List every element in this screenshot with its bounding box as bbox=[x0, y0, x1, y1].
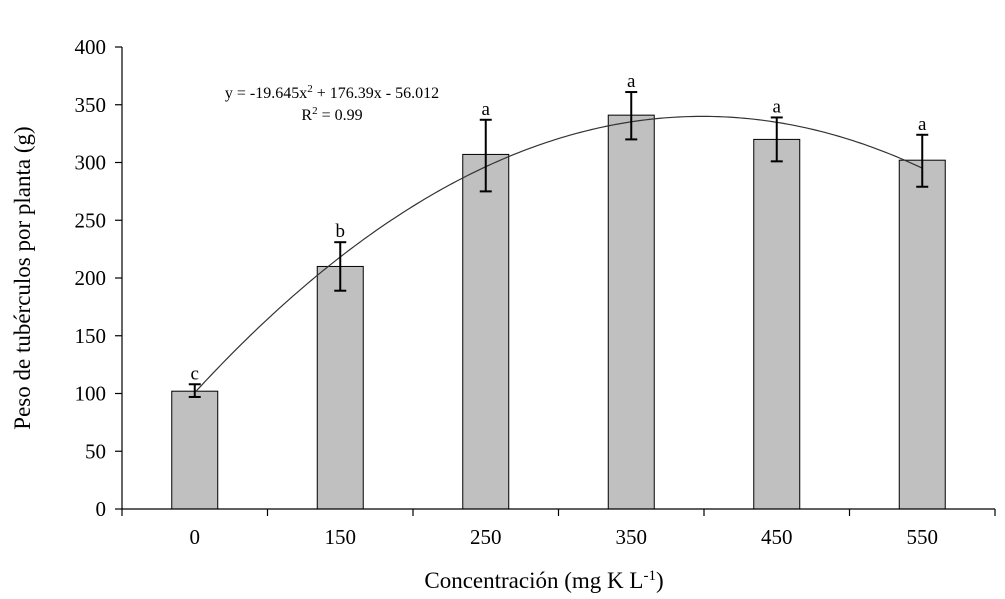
equation-exponent: 2 bbox=[307, 83, 313, 95]
significance-letter-450: a bbox=[773, 96, 782, 117]
y-tick-label-350: 350 bbox=[75, 93, 107, 117]
x-tick-label-550: 550 bbox=[907, 525, 939, 549]
x-tick-label-0: 0 bbox=[190, 525, 201, 549]
axes bbox=[121, 47, 995, 510]
error-bar-450 bbox=[770, 116, 783, 163]
significance-letter-550: a bbox=[918, 114, 927, 135]
x-tick-label-150: 150 bbox=[325, 525, 357, 549]
bar-550 bbox=[898, 159, 946, 510]
equation-prefix: y = -19.645x bbox=[225, 85, 307, 102]
error-bar-550 bbox=[916, 133, 929, 188]
x-tick-label-250: 250 bbox=[470, 525, 502, 549]
y-tick-label-150: 150 bbox=[75, 324, 107, 348]
error-bar-350 bbox=[625, 91, 638, 141]
bar-250 bbox=[462, 153, 510, 510]
y-tick-label-50: 50 bbox=[85, 439, 106, 463]
y-tick-label-300: 300 bbox=[75, 151, 107, 175]
r2-suffix: = 0.99 bbox=[318, 107, 363, 124]
significance-letter-350: a bbox=[627, 71, 636, 92]
x-axis-title-main: Concentración (mg K L bbox=[424, 568, 643, 593]
error-bar-0 bbox=[188, 383, 201, 398]
error-bar-150 bbox=[334, 241, 347, 292]
equation-suffix: + 176.39x - 56.012 bbox=[313, 85, 439, 102]
y-tick-label-250: 250 bbox=[75, 208, 107, 232]
x-axis-title: Concentración (mg K L-1) bbox=[424, 568, 663, 593]
plot-area: c b a a a a bbox=[171, 71, 946, 510]
y-tick-label-100: 100 bbox=[75, 382, 107, 406]
trendline-r2: R2 = 0.99 bbox=[301, 105, 362, 124]
y-tick-label-200: 200 bbox=[75, 266, 107, 290]
r2-prefix: R bbox=[301, 107, 312, 124]
bar-0 bbox=[171, 390, 219, 510]
significance-letter-250: a bbox=[482, 99, 491, 120]
x-tick-label-450: 450 bbox=[761, 525, 793, 549]
y-axis-title: Peso de tubérculos por planta (g) bbox=[10, 126, 35, 429]
r2-exponent: 2 bbox=[312, 105, 318, 117]
significance-letter-150: b bbox=[336, 221, 346, 242]
bar-150 bbox=[316, 265, 364, 510]
bar-350 bbox=[607, 114, 655, 510]
trendline-equation: y = -19.645x2 + 176.39x - 56.012 bbox=[225, 83, 439, 102]
x-tick-label-350: 350 bbox=[616, 525, 648, 549]
y-tick-label-400: 400 bbox=[75, 35, 107, 59]
ticks: 0 50 100 150 200 250 300 350 400 0 150 250 350 450 550 bbox=[75, 35, 996, 549]
bar-450 bbox=[753, 138, 801, 510]
significance-letter-0: c bbox=[191, 363, 199, 384]
x-axis-title-superscript: -1 bbox=[643, 568, 656, 584]
y-tick-label-0: 0 bbox=[96, 497, 107, 521]
x-axis-title-suffix: ) bbox=[656, 568, 664, 593]
trendline bbox=[194, 115, 923, 394]
error-bar-250 bbox=[479, 118, 492, 193]
